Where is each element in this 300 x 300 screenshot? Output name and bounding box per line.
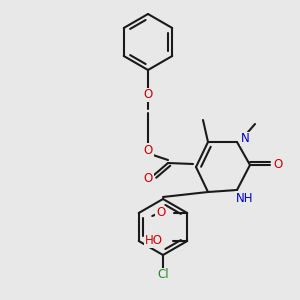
Text: O: O [143, 88, 153, 101]
Text: N: N [241, 133, 249, 146]
Text: O: O [156, 206, 165, 220]
Text: Cl: Cl [157, 268, 169, 281]
Text: O: O [143, 143, 153, 157]
Text: O: O [143, 172, 153, 184]
Text: NH: NH [236, 191, 254, 205]
Text: HO: HO [145, 235, 163, 248]
Text: O: O [273, 158, 283, 172]
